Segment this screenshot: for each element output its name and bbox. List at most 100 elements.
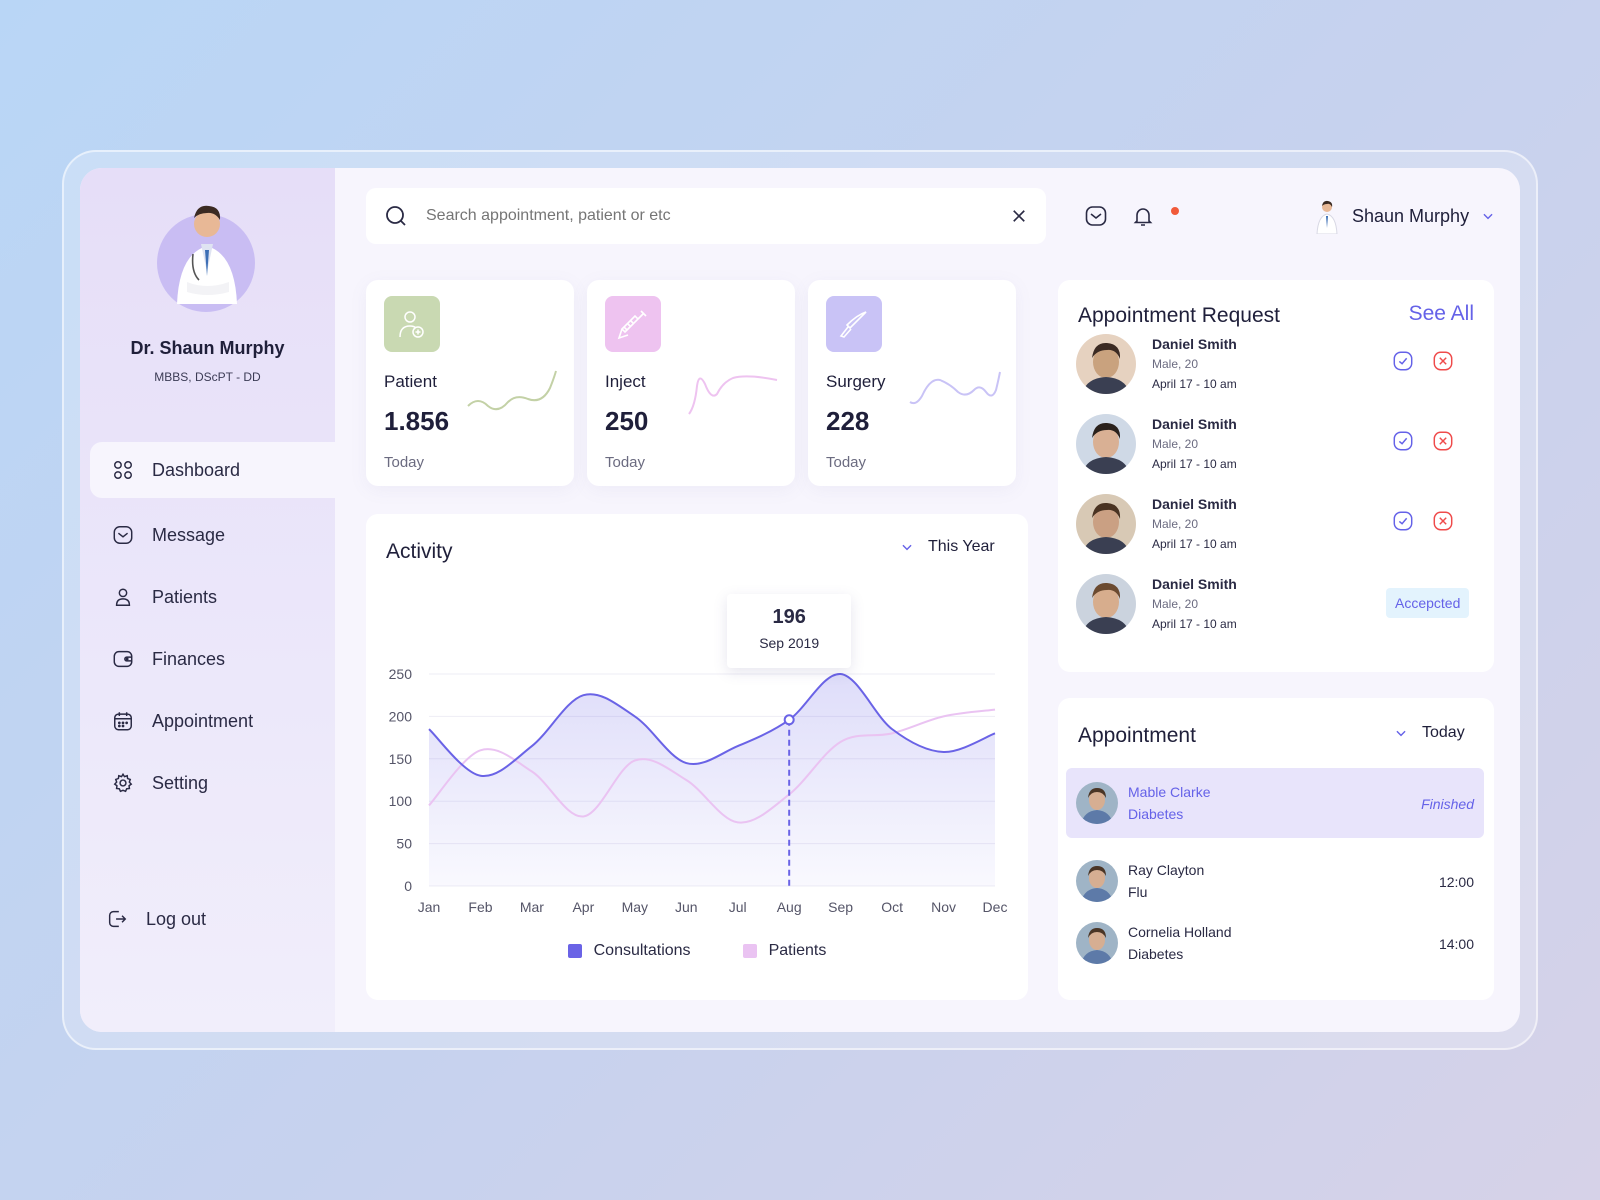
reject-icon[interactable]	[1432, 430, 1454, 452]
activity-chart: 0 50 100 150 200 250 Jan Feb Mar Apr May Jun Jul Aug S…	[389, 666, 1008, 915]
legend-item[interactable]: Consultations	[567, 942, 691, 960]
patients-line	[428, 708, 996, 824]
x-tick-label: Jul	[729, 899, 747, 915]
avatar	[1076, 922, 1118, 964]
appointments-title: Appointment	[1078, 724, 1196, 747]
sidebar-item-appointment[interactable]: Appointment	[80, 690, 335, 752]
appointment-status: 12:00	[1438, 874, 1474, 890]
bell-icon[interactable]	[1131, 204, 1155, 228]
appointment-status: Finished	[1421, 796, 1474, 812]
request-date: April 17 - 10 am	[1152, 377, 1237, 391]
chevron-down-icon	[1396, 730, 1406, 737]
request-row: Daniel Smith Male, 20 April 17 - 10 am A…	[1076, 574, 1476, 638]
reject-icon[interactable]	[1432, 510, 1454, 532]
sidebar-item-label: Finances	[152, 648, 226, 669]
stat-card-inject[interactable]: Inject 250 Today	[587, 280, 795, 486]
sidebar-item-label: Patients	[152, 586, 218, 607]
requests-title: Appointment Request	[1078, 304, 1280, 327]
stat-label: Patient	[384, 372, 437, 391]
x-tick-label: May	[622, 899, 648, 915]
chevron-down-icon	[1483, 213, 1493, 220]
user-name: Shaun Murphy	[1352, 205, 1470, 226]
avatar	[1076, 334, 1136, 394]
doctor-name: Dr. Shaun Murphy	[130, 338, 285, 358]
sidebar-item-label: Message	[152, 524, 226, 545]
accept-icon[interactable]	[1392, 350, 1414, 372]
requester-name: Daniel Smith	[1152, 416, 1237, 432]
y-tick-label: 250	[389, 666, 413, 682]
appointment-request-card: Appointment Request See All Daniel Smith…	[1058, 280, 1494, 672]
search-input[interactable]	[426, 207, 1010, 225]
x-tick-label: Apr	[572, 899, 594, 915]
x-tick-label: Aug	[777, 899, 802, 915]
patient-condition: Diabetes	[1128, 806, 1184, 822]
period-dropdown[interactable]: This Year	[900, 538, 995, 556]
see-all-link[interactable]: See All	[1408, 302, 1474, 325]
message-icon	[113, 526, 133, 544]
user-menu[interactable]: Shaun Murphy	[1312, 198, 1495, 234]
stat-period: Today	[605, 454, 646, 471]
x-tick-label: Nov	[931, 899, 956, 915]
sidebar-item-dashboard[interactable]: Dashboard	[90, 442, 335, 498]
logout-icon	[108, 910, 127, 928]
close-icon[interactable]	[1010, 207, 1028, 225]
stat-label: Surgery	[826, 372, 886, 391]
sidebar-item-patients[interactable]: Patients	[80, 566, 335, 628]
appointment-row[interactable]: Ray Clayton Flu 12:00	[1066, 846, 1484, 916]
avatar	[1076, 574, 1136, 634]
stat-card-surgery[interactable]: Surgery 228 Today	[808, 280, 1016, 486]
sparkline	[467, 370, 557, 411]
stat-value: 228	[826, 406, 870, 436]
logout-label: Log out	[146, 908, 207, 929]
consultations-line	[428, 672, 996, 777]
period-label: This Year	[928, 538, 995, 555]
avatar	[1316, 200, 1338, 234]
sparkline	[688, 375, 778, 415]
sidebar-item-finances[interactable]: Finances	[80, 628, 335, 690]
legend-swatch	[567, 944, 582, 958]
y-tick-label: 50	[396, 836, 412, 852]
consultations-area	[429, 673, 995, 886]
stat-value: 1.856	[384, 406, 450, 436]
activity-title: Activity	[386, 540, 453, 563]
sidebar-item-label: Appointment	[152, 710, 254, 731]
search-icon	[386, 206, 406, 226]
avatar	[1076, 494, 1136, 554]
status-badge: Accepcted	[1386, 588, 1470, 618]
avatar	[1076, 414, 1136, 474]
request-date: April 17 - 10 am	[1152, 537, 1237, 551]
accept-icon[interactable]	[1392, 510, 1414, 532]
appointment-row[interactable]: Cornelia Holland Diabetes 14:00	[1066, 908, 1484, 978]
reject-icon[interactable]	[1432, 350, 1454, 372]
requester-info: Male, 20	[1152, 357, 1199, 371]
logout-button[interactable]: Log out	[106, 908, 206, 930]
patient-condition: Diabetes	[1128, 946, 1184, 962]
patient-condition: Flu	[1128, 884, 1148, 900]
y-tick-label: 200	[389, 708, 413, 724]
sidebar-item-setting[interactable]: Setting	[80, 752, 335, 814]
appointment-row[interactable]: Mable Clarke Diabetes Finished	[1066, 768, 1484, 838]
tooltip-label: Sep 2019	[759, 635, 820, 651]
legend-label: Patients	[768, 942, 827, 959]
period-dropdown[interactable]: Today	[1394, 724, 1465, 742]
highlight-point	[783, 714, 795, 726]
calendar-icon	[114, 712, 132, 731]
patient-icon	[384, 296, 440, 352]
y-tick-label: 100	[389, 793, 413, 809]
appointment-card: Appointment Today Mable Clarke Diabetes …	[1058, 698, 1494, 1000]
sidebar-item-message[interactable]: Message	[80, 504, 335, 566]
legend-item[interactable]: Patients	[742, 942, 827, 960]
x-tick-label: Jun	[675, 899, 698, 915]
stat-card-patient[interactable]: Patient 1.856 Today	[366, 280, 574, 486]
message-icon[interactable]	[1084, 204, 1108, 228]
x-tick-label: Feb	[468, 899, 492, 915]
accept-icon[interactable]	[1392, 430, 1414, 452]
sparkline	[909, 371, 1001, 405]
request-row: Daniel Smith Male, 20 April 17 - 10 am	[1076, 334, 1476, 398]
stat-period: Today	[826, 454, 867, 471]
y-tick-label: 0	[404, 878, 412, 894]
requester-info: Male, 20	[1152, 597, 1199, 611]
avatar	[1076, 782, 1118, 824]
patient-name: Mable Clarke	[1128, 784, 1211, 800]
notification-dot	[1171, 207, 1179, 215]
